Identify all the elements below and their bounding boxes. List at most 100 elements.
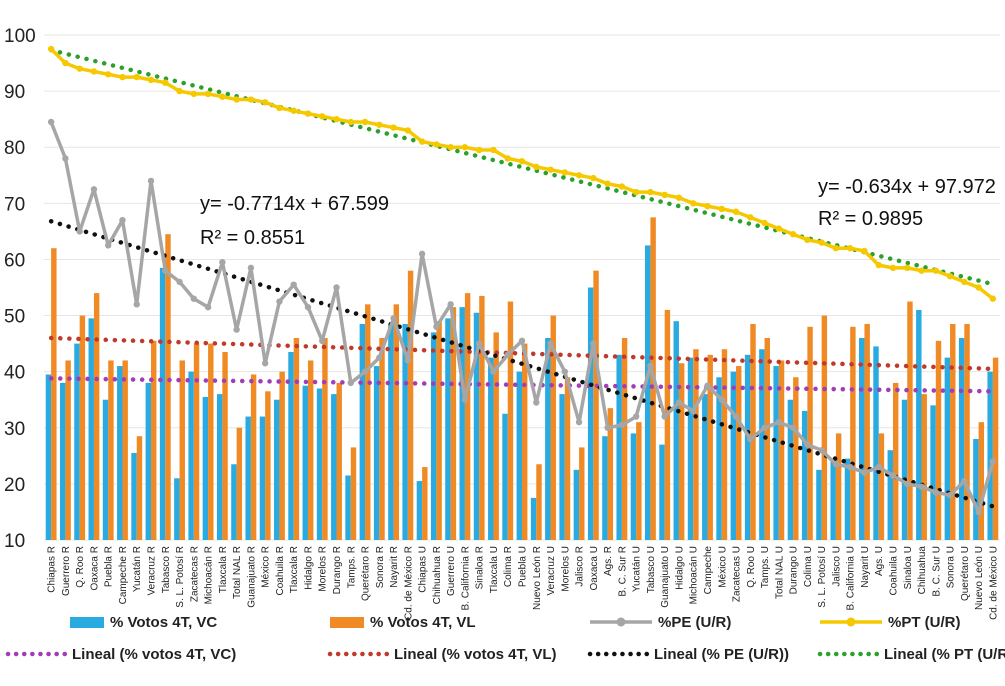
bar-vl-50 (764, 338, 770, 540)
x-tick-label-7: Veracruz R (147, 546, 158, 595)
x-tick-label-53: Colima U (803, 546, 814, 587)
point-pe-18 (304, 303, 312, 311)
bar-vl-62 (935, 340, 942, 540)
y-tick-label-50: 50 (4, 307, 25, 328)
bar-vl-30 (479, 295, 485, 540)
legend-label-6: Lineal (% PE (U/R)) (654, 646, 789, 663)
x-tick-label-52: Durango U (789, 546, 800, 594)
point-pe-64 (961, 477, 968, 485)
point-pe-6 (133, 301, 140, 308)
point-pt-44 (675, 194, 683, 201)
point-pt-32 (504, 155, 511, 162)
x-tick-label-51: Total NAL U (774, 546, 785, 599)
bar-vl-60 (907, 301, 913, 540)
point-pt-48 (732, 208, 740, 215)
bar-vc-14 (245, 416, 251, 540)
bar-vc-12 (216, 394, 223, 540)
point-pe-47 (718, 396, 725, 403)
point-pe-48 (732, 413, 740, 420)
point-pt-27 (433, 141, 440, 148)
pt-r2: R² = 0.9895 (818, 208, 923, 230)
point-pe-40 (618, 421, 626, 429)
bar-vc-52 (787, 399, 794, 540)
point-pe-39 (604, 424, 611, 431)
bar-vl-20 (336, 382, 342, 540)
y-tick-label-70: 70 (4, 194, 25, 215)
point-pe-56 (846, 463, 854, 471)
bar-vl-18 (307, 360, 314, 540)
bar-vc-60 (901, 399, 908, 540)
x-tick-label-62: B. C. Sur U (931, 546, 942, 597)
point-pt-0 (47, 45, 55, 53)
line-series (47, 45, 997, 516)
point-pt-9 (176, 87, 183, 95)
legend-item-6: Lineal (% PE (U/R)) (587, 646, 789, 663)
point-pt-40 (618, 183, 626, 190)
point-pe-41 (632, 413, 640, 420)
x-tick-label-26: Chiapas U (418, 546, 429, 593)
x-tick-label-24: Nayarit R (389, 546, 400, 588)
bar-vl-28 (450, 307, 457, 540)
bar-vc-63 (944, 357, 951, 540)
point-pt-64 (961, 278, 968, 286)
point-pt-49 (747, 214, 754, 221)
legend-label-0: % Votos 4T, VC (110, 614, 217, 631)
bar-vc-33 (516, 371, 522, 540)
bar-vc-29 (459, 307, 465, 540)
point-pe-36 (561, 368, 569, 375)
legend-item-7: Lineal (% PT (U/R)) (817, 646, 1005, 663)
point-pt-37 (575, 172, 583, 179)
bar-vl-57 (864, 323, 870, 540)
trendline-0 (48, 376, 996, 394)
point-pe-46 (704, 382, 711, 389)
y-tick-label-90: 90 (4, 82, 25, 103)
bar-vl-44 (678, 363, 685, 540)
bar-vc-58 (873, 346, 879, 540)
bar-vc-5 (117, 366, 123, 540)
bar-vc-16 (274, 399, 280, 540)
bar-vc-40 (616, 354, 622, 540)
bar-vl-48 (736, 366, 742, 540)
point-pe-17 (290, 281, 297, 288)
y-tick-label-40: 40 (4, 363, 25, 384)
point-pe-54 (818, 447, 825, 454)
point-pt-2 (76, 65, 83, 72)
legend-label-5: Lineal (% votos 4T, VL) (394, 646, 557, 663)
y-tick-label-30: 30 (4, 419, 25, 440)
bar-vc-20 (331, 394, 337, 540)
bar-vc-46 (702, 394, 708, 540)
point-pt-22 (361, 118, 369, 126)
bar-vc-0 (45, 374, 52, 540)
bar-vc-42 (644, 245, 651, 540)
bar-vl-64 (964, 323, 970, 540)
x-tick-label-13: Total NAL R (232, 546, 243, 599)
point-pt-5 (119, 73, 126, 81)
x-tick-label-14: Guanajuato R (246, 546, 257, 608)
x-tick-label-29: B. California R (460, 546, 471, 610)
point-pe-60 (904, 480, 911, 488)
bar-vc-11 (202, 396, 209, 540)
pe-equation: y= -0.7714x + 67.599 (200, 193, 389, 215)
point-pe-10 (190, 295, 198, 302)
bar-vc-55 (830, 458, 836, 540)
bar-vl-51 (778, 360, 785, 540)
point-pe-23 (376, 354, 383, 361)
bar-vl-9 (179, 360, 185, 540)
point-pt-62 (932, 267, 939, 274)
legend-label-1: % Votos 4T, VL (370, 614, 476, 631)
x-tick-label-61: Chihuahua (917, 546, 928, 595)
legend-label-4: Lineal (% votos 4T, VC) (72, 646, 236, 663)
bar-vc-51 (773, 366, 779, 540)
bar-vl-37 (579, 447, 585, 540)
bar-vl-59 (892, 382, 899, 540)
point-pe-29 (461, 396, 469, 403)
bar-vc-22 (359, 323, 366, 540)
point-pe-42 (647, 362, 654, 370)
bar-vc-36 (559, 394, 565, 540)
bar-vc-43 (659, 444, 665, 540)
x-tick-label-31: Tlaxcala U (489, 546, 500, 593)
pe-r2: R² = 0.8551 (200, 227, 305, 249)
x-tick-label-28: Guerrero U (446, 546, 457, 596)
bar-vl-38 (593, 270, 599, 540)
point-pe-7 (147, 177, 155, 185)
